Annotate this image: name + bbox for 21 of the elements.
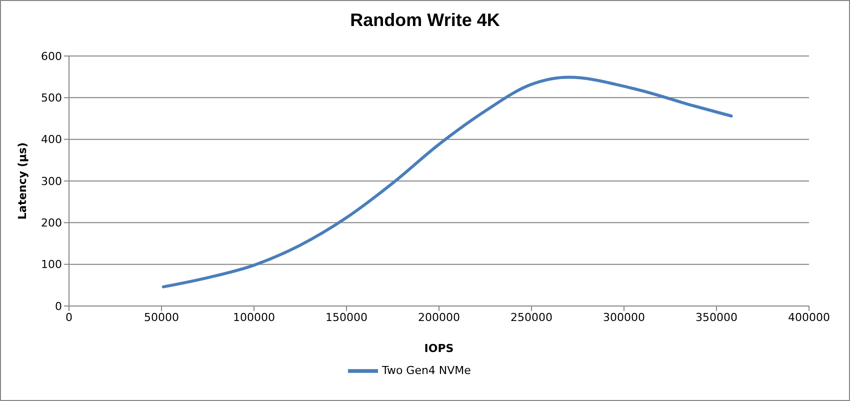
chart-title: Random Write 4K — [349, 10, 501, 31]
legend-label: Two Gen4 NVMe — [382, 364, 471, 378]
x-axis-title: IOPS — [424, 342, 454, 355]
x-tick-label: 50000 — [144, 310, 179, 324]
x-tick-label: 150000 — [326, 310, 368, 324]
x-tick-label: 250000 — [510, 310, 552, 324]
y-tick-label: 200 — [41, 216, 62, 230]
x-tick-label: 350000 — [696, 310, 738, 324]
x-tick-label: 100000 — [233, 310, 275, 324]
y-tick-label: 100 — [41, 258, 62, 272]
y-tick-label: 300 — [41, 174, 62, 188]
y-axis-title: Latency (µs) — [16, 142, 29, 220]
y-tick-label: 600 — [41, 50, 62, 63]
y-tick-label: 400 — [41, 133, 62, 146]
x-tick-label: 400000 — [788, 310, 830, 324]
x-tick-label: 200000 — [418, 310, 460, 324]
x-tick-label: 300000 — [603, 310, 645, 324]
y-tick-label: 500 — [41, 92, 62, 105]
line-series — [162, 76, 733, 288]
y-tick-label: 0 — [55, 300, 62, 313]
x-tick-label: 0 — [66, 310, 72, 324]
